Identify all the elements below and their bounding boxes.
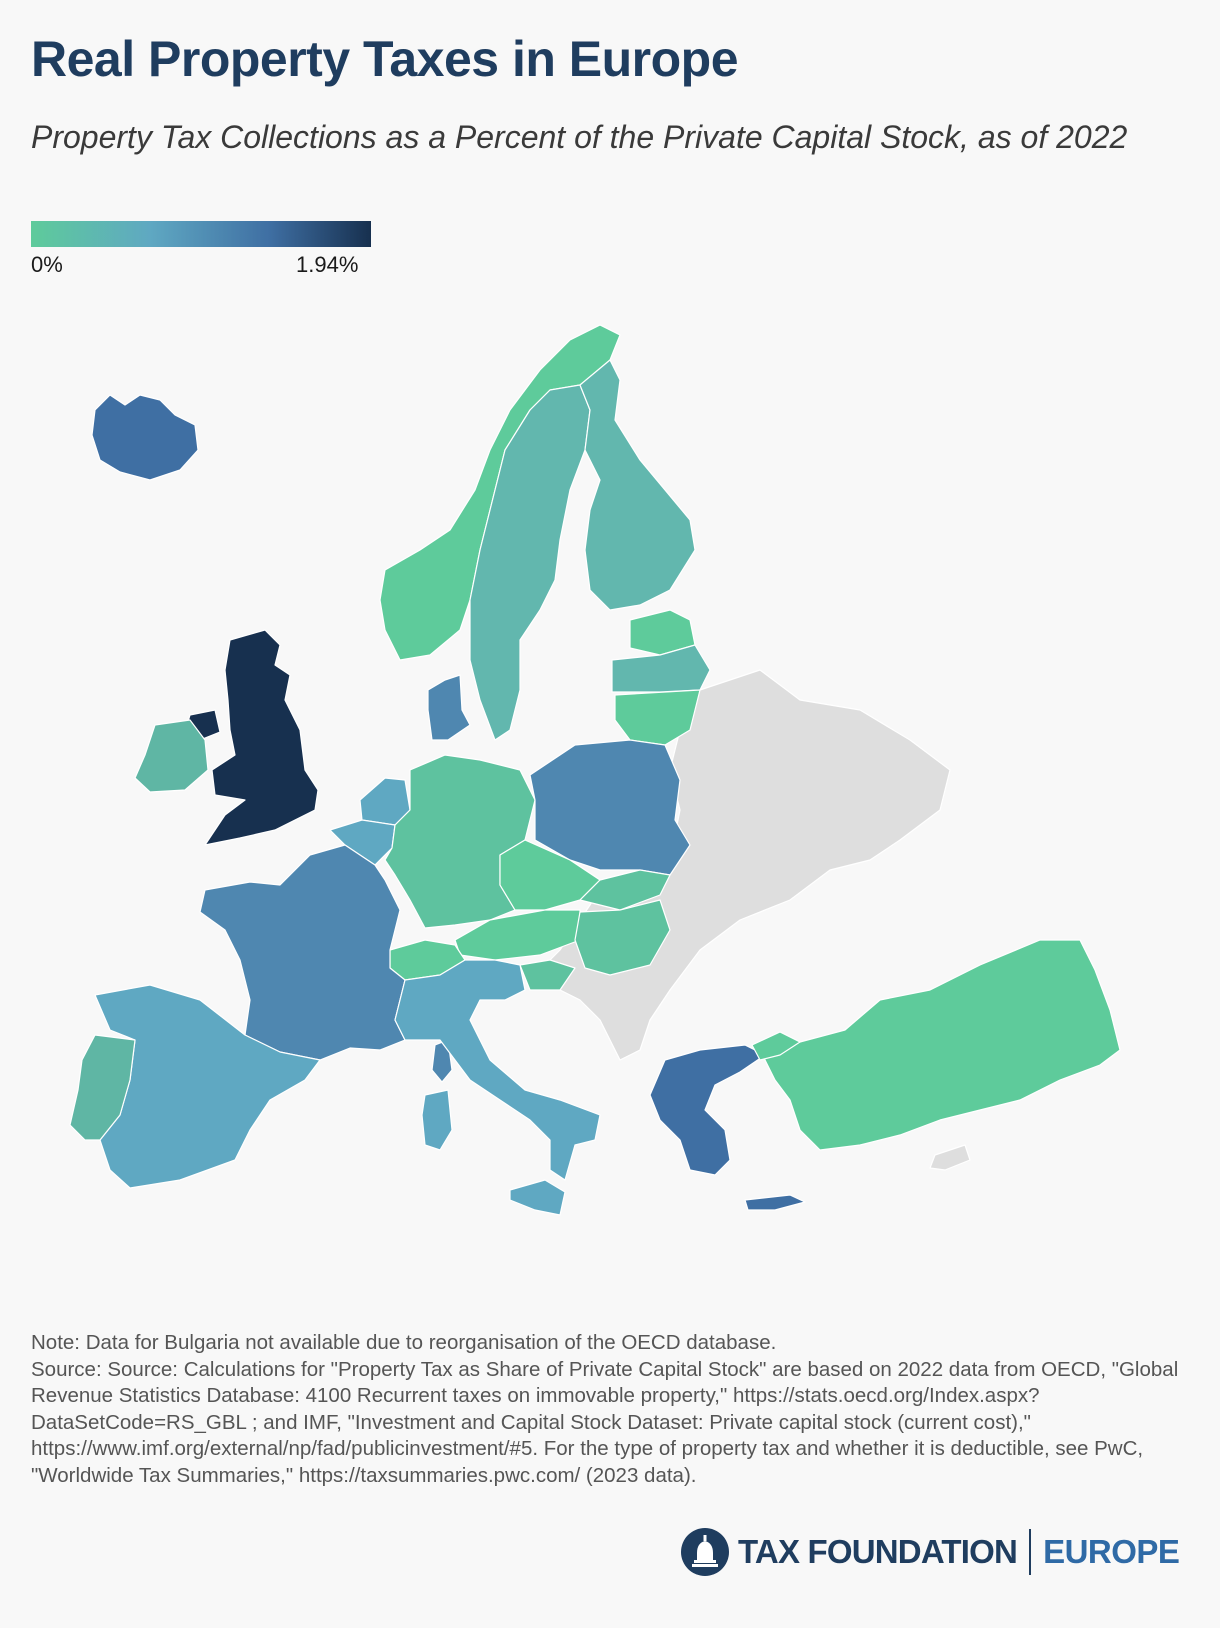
brand-subname: EUROPE [1043, 1533, 1180, 1570]
region-hungary[interactable] [574, 899, 671, 976]
capitol-dome-icon [681, 1528, 729, 1576]
region-greece[interactable] [649, 1044, 766, 1176]
region-italy[interactable] [394, 959, 601, 1181]
brand-name: TAX FOUNDATION [738, 1533, 1018, 1570]
region-iceland[interactable] [91, 394, 199, 481]
region-crete[interactable] [744, 1194, 806, 1211]
page-subtitle: Property Tax Collections as a Percent of… [31, 119, 1128, 155]
legend-min-label: 0% [31, 252, 63, 277]
region-uk[interactable] [204, 629, 319, 846]
legend-max-label: 1.94% [296, 252, 359, 277]
region-ireland[interactable] [134, 719, 209, 793]
region-sweden[interactable] [469, 384, 591, 741]
region-slovenia[interactable] [519, 959, 576, 991]
region-poland[interactable] [529, 739, 691, 876]
region-latvia[interactable] [611, 644, 711, 693]
region-sardinia[interactable] [421, 1089, 453, 1151]
region-turkiye-thrace[interactable] [751, 1031, 801, 1061]
source-text: Source: Source: Calculations for "Proper… [31, 1357, 1179, 1487]
brand-footer: TAX FOUNDATION EUROPE [680, 1526, 1180, 1578]
region-portugal[interactable] [69, 1034, 136, 1141]
region-turkiye[interactable] [759, 939, 1121, 1151]
note-text: Note: Data for Bulgaria not available du… [31, 1331, 777, 1354]
region-cyprus[interactable] [929, 1144, 971, 1171]
brand-separator [1029, 1529, 1032, 1575]
region-finland[interactable] [579, 359, 696, 611]
legend-gradient-bar [31, 221, 371, 247]
europe-map [69, 324, 1121, 1216]
region-sicily[interactable] [509, 1179, 566, 1216]
source-note: Note: Data for Bulgaria not available du… [31, 1330, 1191, 1489]
page-title: Real Property Taxes in Europe [31, 31, 739, 87]
region-denmark[interactable] [427, 674, 471, 741]
